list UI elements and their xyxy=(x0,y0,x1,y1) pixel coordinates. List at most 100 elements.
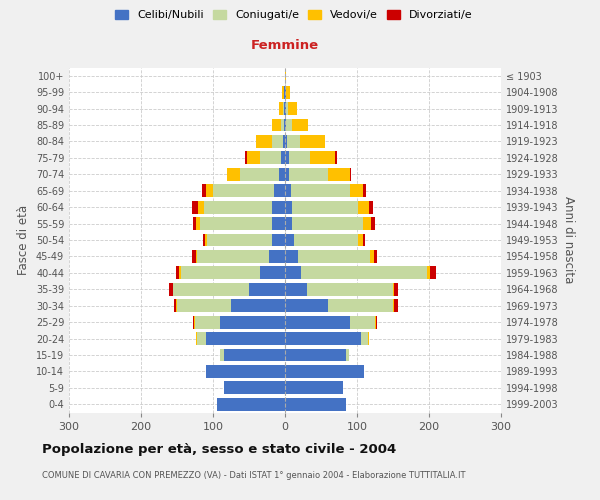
Bar xyxy=(361,332,368,345)
Bar xyxy=(217,398,285,410)
Y-axis label: Fasce di età: Fasce di età xyxy=(17,205,30,275)
Bar xyxy=(358,200,369,213)
Bar xyxy=(207,234,272,246)
Bar xyxy=(430,266,436,280)
Bar xyxy=(374,250,377,263)
Bar xyxy=(427,266,430,280)
Bar xyxy=(292,118,308,132)
Bar xyxy=(272,234,285,246)
Bar xyxy=(289,168,328,180)
Bar xyxy=(298,250,370,263)
Bar xyxy=(286,118,292,132)
Bar xyxy=(198,200,203,213)
Bar xyxy=(370,250,374,263)
Bar xyxy=(196,217,200,230)
Bar xyxy=(196,250,197,263)
Bar xyxy=(291,184,350,197)
Bar xyxy=(293,234,358,246)
Bar xyxy=(394,283,398,296)
Bar xyxy=(239,168,279,180)
Bar xyxy=(193,316,194,328)
Bar xyxy=(289,152,310,164)
Bar xyxy=(272,135,283,148)
Bar xyxy=(279,102,283,115)
Bar xyxy=(285,266,301,280)
Bar xyxy=(285,332,361,345)
Bar xyxy=(203,234,205,246)
Bar xyxy=(285,316,350,328)
Bar xyxy=(285,118,286,132)
Bar xyxy=(292,200,358,213)
Bar xyxy=(350,184,363,197)
Bar xyxy=(176,300,177,312)
Bar xyxy=(286,86,290,98)
Bar xyxy=(286,102,288,115)
Bar xyxy=(213,184,274,197)
Bar xyxy=(194,316,195,328)
Bar xyxy=(328,300,393,312)
Bar xyxy=(285,184,291,197)
Bar xyxy=(220,316,285,328)
Bar xyxy=(363,217,371,230)
Bar xyxy=(376,316,377,328)
Bar xyxy=(285,168,289,180)
Bar xyxy=(220,348,224,362)
Bar xyxy=(200,217,272,230)
Bar xyxy=(227,168,239,180)
Bar xyxy=(371,217,375,230)
Bar xyxy=(272,217,285,230)
Bar xyxy=(203,200,272,213)
Bar xyxy=(206,184,213,197)
Bar xyxy=(288,102,296,115)
Bar xyxy=(192,200,198,213)
Bar xyxy=(285,300,328,312)
Bar xyxy=(346,348,349,362)
Bar xyxy=(269,250,285,263)
Bar xyxy=(174,300,176,312)
Bar xyxy=(283,135,285,148)
Bar xyxy=(285,152,289,164)
Bar xyxy=(368,332,369,345)
Bar xyxy=(307,283,393,296)
Bar xyxy=(206,332,285,345)
Bar xyxy=(279,168,285,180)
Bar xyxy=(281,118,284,132)
Text: Femmine: Femmine xyxy=(251,39,319,52)
Bar xyxy=(181,266,260,280)
Bar xyxy=(231,300,285,312)
Bar xyxy=(375,316,376,328)
Bar xyxy=(393,300,394,312)
Bar xyxy=(169,283,173,296)
Bar xyxy=(285,365,364,378)
Bar xyxy=(285,283,307,296)
Bar xyxy=(196,332,197,345)
Bar xyxy=(285,234,293,246)
Bar xyxy=(205,234,207,246)
Bar xyxy=(283,102,284,115)
Bar xyxy=(249,283,285,296)
Bar xyxy=(284,102,285,115)
Bar xyxy=(260,152,281,164)
Bar xyxy=(260,266,285,280)
Bar xyxy=(202,184,206,197)
Bar xyxy=(300,135,325,148)
Bar xyxy=(335,152,337,164)
Bar xyxy=(285,135,287,148)
Bar xyxy=(179,266,181,280)
Bar xyxy=(285,200,292,213)
Bar xyxy=(274,184,285,197)
Bar xyxy=(328,168,350,180)
Bar xyxy=(195,316,220,328)
Bar xyxy=(350,316,375,328)
Bar xyxy=(206,365,285,378)
Bar xyxy=(284,86,285,98)
Bar xyxy=(363,234,365,246)
Bar xyxy=(193,217,196,230)
Text: COMUNE DI CAVARIA CON PREMEZZO (VA) - Dati ISTAT 1° gennaio 2004 - Elaborazione : COMUNE DI CAVARIA CON PREMEZZO (VA) - Da… xyxy=(42,471,466,480)
Bar xyxy=(285,382,343,394)
Bar xyxy=(369,200,373,213)
Bar xyxy=(394,300,398,312)
Bar xyxy=(287,135,300,148)
Bar xyxy=(393,283,394,296)
Bar xyxy=(197,250,269,263)
